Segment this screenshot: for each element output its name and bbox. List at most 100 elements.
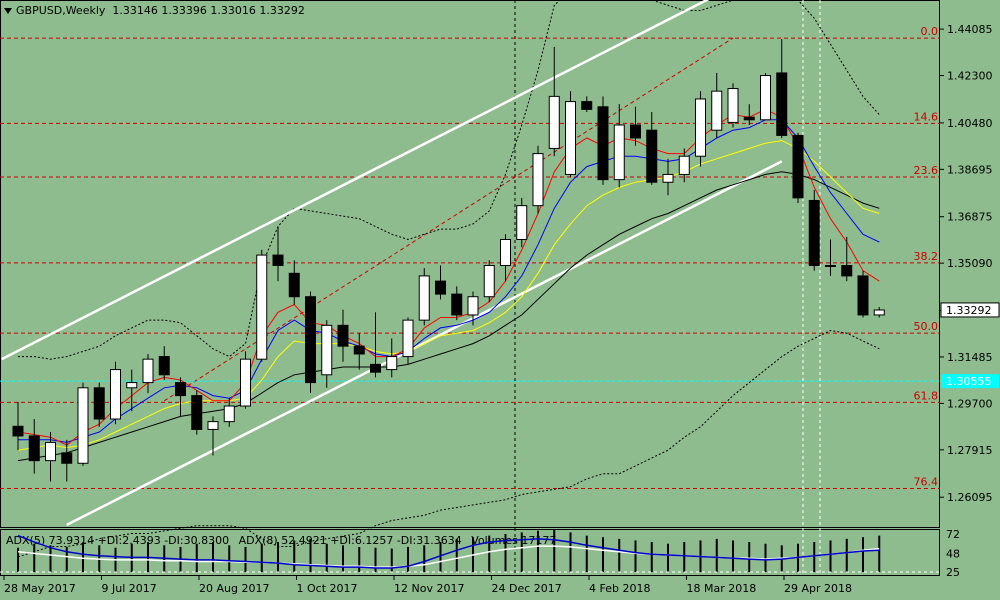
candle-body	[223, 405, 235, 423]
candle	[288, 260, 300, 305]
candle-body	[808, 199, 820, 266]
candle	[646, 111, 658, 185]
indicator-tick-label: 72	[946, 528, 960, 541]
x-axis-tick-label: 12 Nov 2017	[394, 582, 464, 595]
y-axis-tick-label: 1.27915	[947, 444, 993, 457]
candle-body	[418, 275, 430, 321]
candle	[483, 260, 495, 302]
candle	[223, 398, 235, 427]
y-axis-tick-label: 1.44085	[947, 23, 993, 36]
candle	[500, 234, 511, 282]
candle-body	[483, 265, 495, 298]
candle	[678, 148, 690, 183]
candle	[857, 270, 869, 318]
fib-level-label: 61.8	[914, 389, 939, 402]
candle-body	[402, 319, 414, 358]
candle	[61, 439, 73, 482]
candle	[695, 91, 706, 167]
candle-body	[321, 324, 333, 376]
candle	[158, 346, 170, 380]
candle	[321, 320, 333, 388]
x-axis-tick-label: 18 Mar 2018	[687, 582, 757, 595]
x-axis-tick-label: 1 Oct 2017	[297, 582, 358, 595]
y-axis-tick-label: 1.31485	[947, 351, 993, 364]
candle-body	[191, 395, 203, 430]
fib-level-label: 14.6	[914, 110, 939, 123]
candle	[760, 72, 771, 121]
candle-body	[256, 254, 268, 360]
fib-level-label: 0.0	[921, 25, 939, 38]
candle-body	[158, 356, 170, 376]
fibonacci-layer: 0.0 14.6 23.6 38.2 50.0 61.8 76.4	[0, 25, 940, 489]
candle	[77, 382, 89, 466]
candle-body	[857, 275, 869, 316]
candle	[792, 132, 804, 204]
indicator-layer: 72 48 25	[0, 528, 960, 579]
candle-body	[126, 382, 138, 389]
x-axis-tick-label: 4 Feb 2018	[589, 582, 650, 595]
candle	[435, 265, 446, 300]
price-pane-frame	[0, 0, 940, 528]
y-axis-tick-label: 1.38695	[947, 163, 993, 176]
candle	[386, 338, 398, 378]
y-axis-tick-label: 1.42300	[947, 70, 993, 83]
candle	[175, 377, 186, 417]
cyan-level-label: 1.30555	[946, 375, 992, 388]
grid-layer	[0, 0, 940, 576]
candle	[711, 72, 723, 139]
candle	[142, 353, 154, 393]
candle-body	[28, 435, 40, 462]
candle	[126, 369, 138, 412]
chart-menu-triangle-icon[interactable]	[4, 8, 12, 14]
ohlc-values: 1.33146 1.33396 1.33016 1.33292	[112, 4, 305, 17]
candle-body	[548, 95, 560, 149]
candle-body	[776, 72, 788, 136]
candle-body	[93, 387, 105, 420]
ma-red-line	[17, 108, 880, 446]
adx-line-blue	[17, 534, 880, 569]
y-axis-tick-label: 1.40480	[947, 117, 993, 130]
candle-body	[662, 173, 674, 183]
candle	[207, 416, 219, 456]
candle	[613, 104, 625, 188]
candle	[370, 312, 381, 378]
candle	[305, 291, 316, 393]
x-axis-tick-label: 9 Jul 2017	[102, 582, 157, 595]
candle-body	[272, 254, 284, 267]
candle-body	[207, 421, 219, 430]
fib-level-label: 76.4	[914, 475, 939, 488]
candle	[45, 432, 56, 482]
candle-body	[12, 425, 24, 437]
candle	[272, 226, 284, 282]
candle-body	[288, 272, 300, 298]
fib-level-label: 38.2	[914, 250, 939, 263]
adx5-readout: ADX(5) 73.9314 +DI:2.4393 -DI:30.8300	[6, 534, 230, 547]
candle	[743, 104, 755, 125]
candle	[110, 361, 121, 425]
candle	[825, 239, 836, 276]
candle-body	[727, 88, 739, 123]
fib-level-label: 50.0	[914, 320, 939, 333]
y-axis-tick-label: 1.36875	[947, 211, 993, 224]
candle-body	[77, 387, 89, 464]
fib-trend-line	[163, 37, 734, 402]
candle-body	[646, 129, 658, 183]
ma-yellow-line	[17, 140, 880, 451]
candle-body	[451, 293, 463, 316]
ma-blue-line	[18, 119, 880, 443]
candle-body	[841, 265, 853, 277]
candle	[662, 158, 674, 196]
x-axis-tick-label: 28 May 2017	[4, 582, 76, 595]
candle	[467, 291, 479, 326]
candle	[873, 307, 885, 318]
cyan-level-box	[941, 374, 999, 389]
x-axis-tick-label: 24 Dec 2017	[492, 582, 562, 595]
candle-body	[695, 98, 706, 157]
fib-level-label: 23.6	[914, 164, 939, 177]
candle	[548, 46, 560, 157]
candle	[630, 106, 641, 146]
candle	[12, 401, 24, 451]
candle-body	[825, 265, 836, 267]
candle-body	[630, 124, 641, 139]
